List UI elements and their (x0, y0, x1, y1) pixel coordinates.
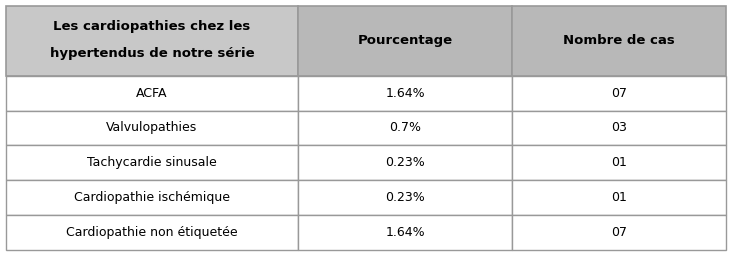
Text: hypertendus de notre série: hypertendus de notre série (50, 47, 254, 60)
Bar (512, 145, 726, 180)
Bar (298, 145, 512, 180)
Text: Pourcentage: Pourcentage (358, 34, 453, 47)
Bar (512, 215, 726, 250)
Text: Valvulopathies: Valvulopathies (106, 122, 198, 134)
Bar (512, 180, 726, 215)
Text: 03: 03 (611, 122, 627, 134)
Bar (6, 180, 298, 215)
Bar (6, 145, 298, 180)
Text: Tachycardie sinusale: Tachycardie sinusale (87, 156, 217, 169)
Bar (6, 76, 298, 111)
Bar (512, 6, 726, 76)
Bar (6, 6, 298, 76)
Text: Cardiopathie ischémique: Cardiopathie ischémique (74, 191, 230, 204)
Bar (298, 215, 512, 250)
Text: 01: 01 (611, 191, 627, 204)
Text: 0.23%: 0.23% (386, 156, 425, 169)
Bar (6, 215, 298, 250)
Bar (512, 76, 726, 111)
Bar (298, 111, 512, 145)
Text: Cardiopathie non étiquetée: Cardiopathie non étiquetée (66, 226, 237, 239)
Text: 1.64%: 1.64% (386, 226, 425, 239)
Bar (298, 6, 512, 76)
Text: 0.23%: 0.23% (386, 191, 425, 204)
Text: Nombre de cas: Nombre de cas (564, 34, 675, 47)
Text: 01: 01 (611, 156, 627, 169)
Text: 07: 07 (611, 87, 627, 100)
Text: ACFA: ACFA (136, 87, 168, 100)
Bar (6, 111, 298, 145)
Bar (298, 76, 512, 111)
Bar (512, 111, 726, 145)
Bar (298, 180, 512, 215)
Text: 1.64%: 1.64% (386, 87, 425, 100)
Text: Les cardiopathies chez les: Les cardiopathies chez les (54, 20, 251, 34)
Text: 0.7%: 0.7% (389, 122, 421, 134)
Text: 07: 07 (611, 226, 627, 239)
